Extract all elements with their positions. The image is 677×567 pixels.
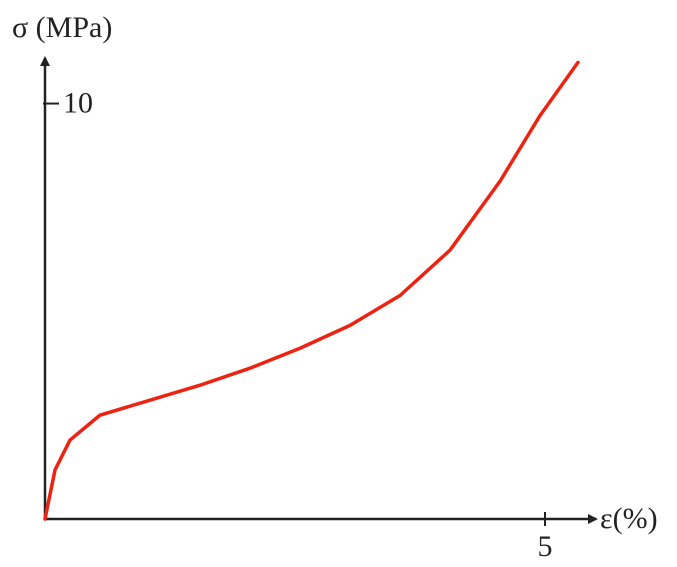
y-tick-label: 10 bbox=[63, 86, 93, 119]
x-tick-label: 5 bbox=[538, 530, 553, 563]
x-axis-label: ε(%) bbox=[600, 502, 658, 535]
curve bbox=[43, 60, 580, 521]
y-axis-label: σ (MPa) bbox=[12, 11, 112, 44]
